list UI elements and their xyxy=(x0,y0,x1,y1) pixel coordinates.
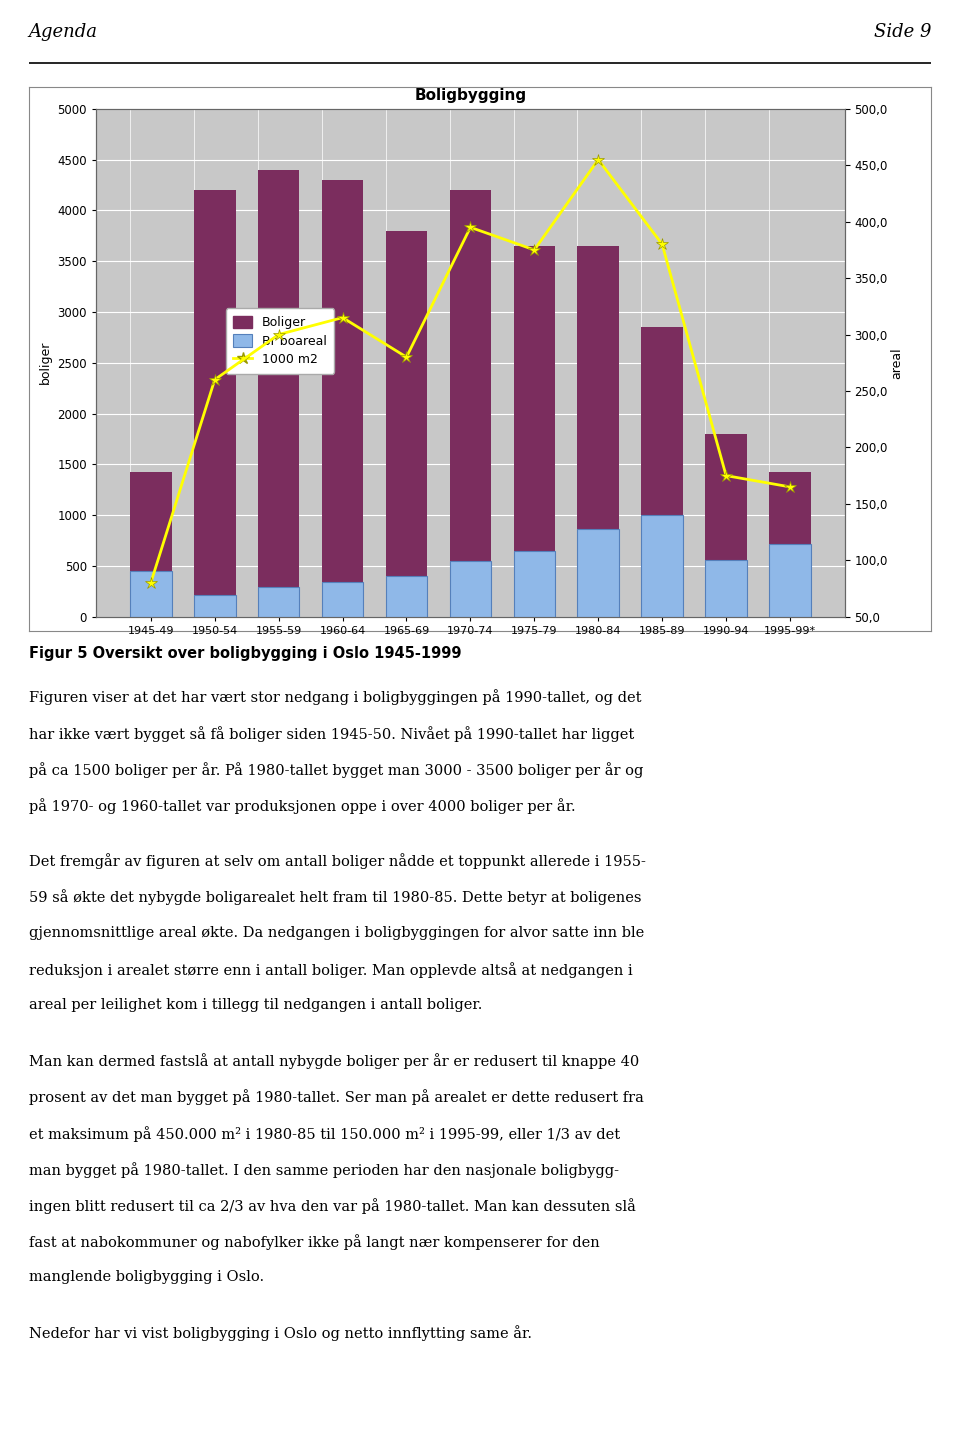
Title: Boligbygging: Boligbygging xyxy=(415,89,526,103)
Bar xyxy=(641,326,683,617)
Bar xyxy=(578,247,619,617)
Bar xyxy=(130,473,172,617)
Bar xyxy=(386,576,427,617)
Text: på ca 1500 boliger per år. På 1980-tallet bygget man 3000 - 3500 boliger per år : på ca 1500 boliger per år. På 1980-talle… xyxy=(29,762,643,778)
Text: prosent av det man bygget på 1980-tallet. Ser man på arealet er dette redusert f: prosent av det man bygget på 1980-tallet… xyxy=(29,1090,643,1106)
Text: man bygget på 1980-tallet. I den samme perioden har den nasjonale boligbygg-: man bygget på 1980-tallet. I den samme p… xyxy=(29,1162,619,1178)
Text: manglende boligbygging i Oslo.: manglende boligbygging i Oslo. xyxy=(29,1271,264,1284)
Bar xyxy=(449,562,492,617)
Text: Side 9: Side 9 xyxy=(874,23,931,41)
Bar xyxy=(322,582,363,617)
Text: Det fremgår av figuren at selv om antall boliger nådde et toppunkt allerede i 19: Det fremgår av figuren at selv om antall… xyxy=(29,853,646,869)
Bar xyxy=(130,572,172,617)
Text: areal per leilighet kom i tillegg til nedgangen i antall boliger.: areal per leilighet kom i tillegg til ne… xyxy=(29,998,482,1013)
Text: har ikke vært bygget så få boliger siden 1945-50. Nivået på 1990-tallet har ligg: har ikke vært bygget så få boliger siden… xyxy=(29,726,634,741)
Text: ingen blitt redusert til ca 2/3 av hva den var på 1980-tallet. Man kan dessuten : ingen blitt redusert til ca 2/3 av hva d… xyxy=(29,1199,636,1214)
Bar xyxy=(769,473,811,617)
Y-axis label: boliger: boliger xyxy=(38,341,52,385)
Bar xyxy=(258,586,300,617)
Y-axis label: areal: areal xyxy=(891,347,903,379)
Bar xyxy=(322,180,363,617)
Text: 59 så økte det nybygde boligarealet helt fram til 1980-85. Dette betyr at bolige: 59 så økte det nybygde boligarealet helt… xyxy=(29,889,641,905)
Text: Figur 5 Oversikt over boligbygging i Oslo 1945-1999: Figur 5 Oversikt over boligbygging i Osl… xyxy=(29,646,462,662)
Bar xyxy=(258,170,300,617)
Bar xyxy=(514,247,555,617)
Bar xyxy=(449,190,492,617)
Bar xyxy=(706,560,747,617)
Text: på 1970- og 1960-tallet var produksjonen oppe i over 4000 boliger per år.: på 1970- og 1960-tallet var produksjonen… xyxy=(29,798,575,814)
Bar xyxy=(386,231,427,617)
Bar xyxy=(578,530,619,617)
Text: Figuren viser at det har vært stor nedgang i boligbyggingen på 1990-tallet, og d: Figuren viser at det har vært stor nedga… xyxy=(29,689,641,705)
Bar xyxy=(514,551,555,617)
Text: gjennomsnittlige areal økte. Da nedgangen i boligbyggingen for alvor satte inn b: gjennomsnittlige areal økte. Da nedgange… xyxy=(29,926,644,940)
Text: Agenda: Agenda xyxy=(29,23,98,41)
Legend: Boliger, Br boareal, 1000 m2: Boliger, Br boareal, 1000 m2 xyxy=(226,308,334,374)
Bar xyxy=(194,595,235,617)
Bar xyxy=(706,434,747,617)
Bar xyxy=(641,515,683,617)
Text: Nedefor har vi vist boligbygging i Oslo og netto innflytting same år.: Nedefor har vi vist boligbygging i Oslo … xyxy=(29,1326,532,1342)
Text: et maksimum på 450.000 m² i 1980-85 til 150.000 m² i 1995-99, eller 1/3 av det: et maksimum på 450.000 m² i 1980-85 til … xyxy=(29,1126,620,1142)
Text: fast at nabokommuner og nabofylker ikke på langt nær kompenserer for den: fast at nabokommuner og nabofylker ikke … xyxy=(29,1235,600,1251)
Bar xyxy=(194,190,235,617)
Bar xyxy=(769,544,811,617)
Text: Man kan dermed fastslå at antall nybygde boliger per år er redusert til knappe 4: Man kan dermed fastslå at antall nybygde… xyxy=(29,1053,639,1069)
Text: reduksjon i arealet større enn i antall boliger. Man opplevde altså at nedgangen: reduksjon i arealet større enn i antall … xyxy=(29,962,633,978)
